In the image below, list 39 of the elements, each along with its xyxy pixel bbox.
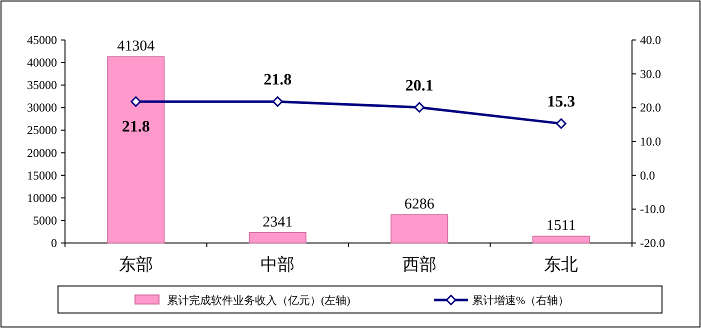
y2-tick-label: 30.0 xyxy=(640,66,661,81)
legend-label: 累计增速%（右轴） xyxy=(472,294,570,307)
data-label: 20.1 xyxy=(405,77,434,94)
point xyxy=(556,118,566,129)
y-tick-label: 35000 xyxy=(27,78,57,92)
bar xyxy=(248,232,306,244)
y-tick-label: 5000 xyxy=(33,213,57,228)
point xyxy=(414,102,425,113)
data-label: 1511 xyxy=(546,218,576,234)
y-tick-label: 40000 xyxy=(27,56,57,70)
data-label: 21.8 xyxy=(122,118,150,136)
bar xyxy=(532,236,590,244)
y-tick-label: 45000 xyxy=(27,33,57,47)
bar xyxy=(107,56,165,244)
y-tick-label: 10000 xyxy=(27,190,57,205)
x-tick-label: 东北 xyxy=(544,255,578,274)
x-tick-label: 东部 xyxy=(118,255,153,274)
y-tick-label: 0 xyxy=(51,236,57,250)
point xyxy=(130,96,142,107)
y-tick-label: 15000 xyxy=(27,168,57,182)
data-label: 41304 xyxy=(117,38,156,55)
data-label: 2341 xyxy=(262,214,293,230)
y-tick-label: 30000 xyxy=(27,100,57,115)
y2-tick-label: 10.0 xyxy=(640,134,661,148)
y-tick-label: 25000 xyxy=(27,123,57,138)
x-tick-label: 中部 xyxy=(260,255,295,274)
y2-tick-label: 0.0 xyxy=(640,168,655,182)
x-tick-label: 西部 xyxy=(402,255,436,274)
bar xyxy=(390,214,448,244)
legend-label: 累计完成软件业务收入（亿元）(左轴) xyxy=(167,294,351,307)
data-label: 15.3 xyxy=(547,94,576,111)
y2-tick-label: 40.0 xyxy=(640,33,661,47)
y2-tick-label: -20.0 xyxy=(640,236,665,250)
point xyxy=(272,96,283,107)
y-tick-label: 20000 xyxy=(27,146,57,160)
y2-tick-label: -10.0 xyxy=(640,202,665,216)
data-label: 21.8 xyxy=(264,72,292,89)
y2-tick-label: 20.0 xyxy=(640,100,661,115)
data-label: 6286 xyxy=(404,196,435,213)
